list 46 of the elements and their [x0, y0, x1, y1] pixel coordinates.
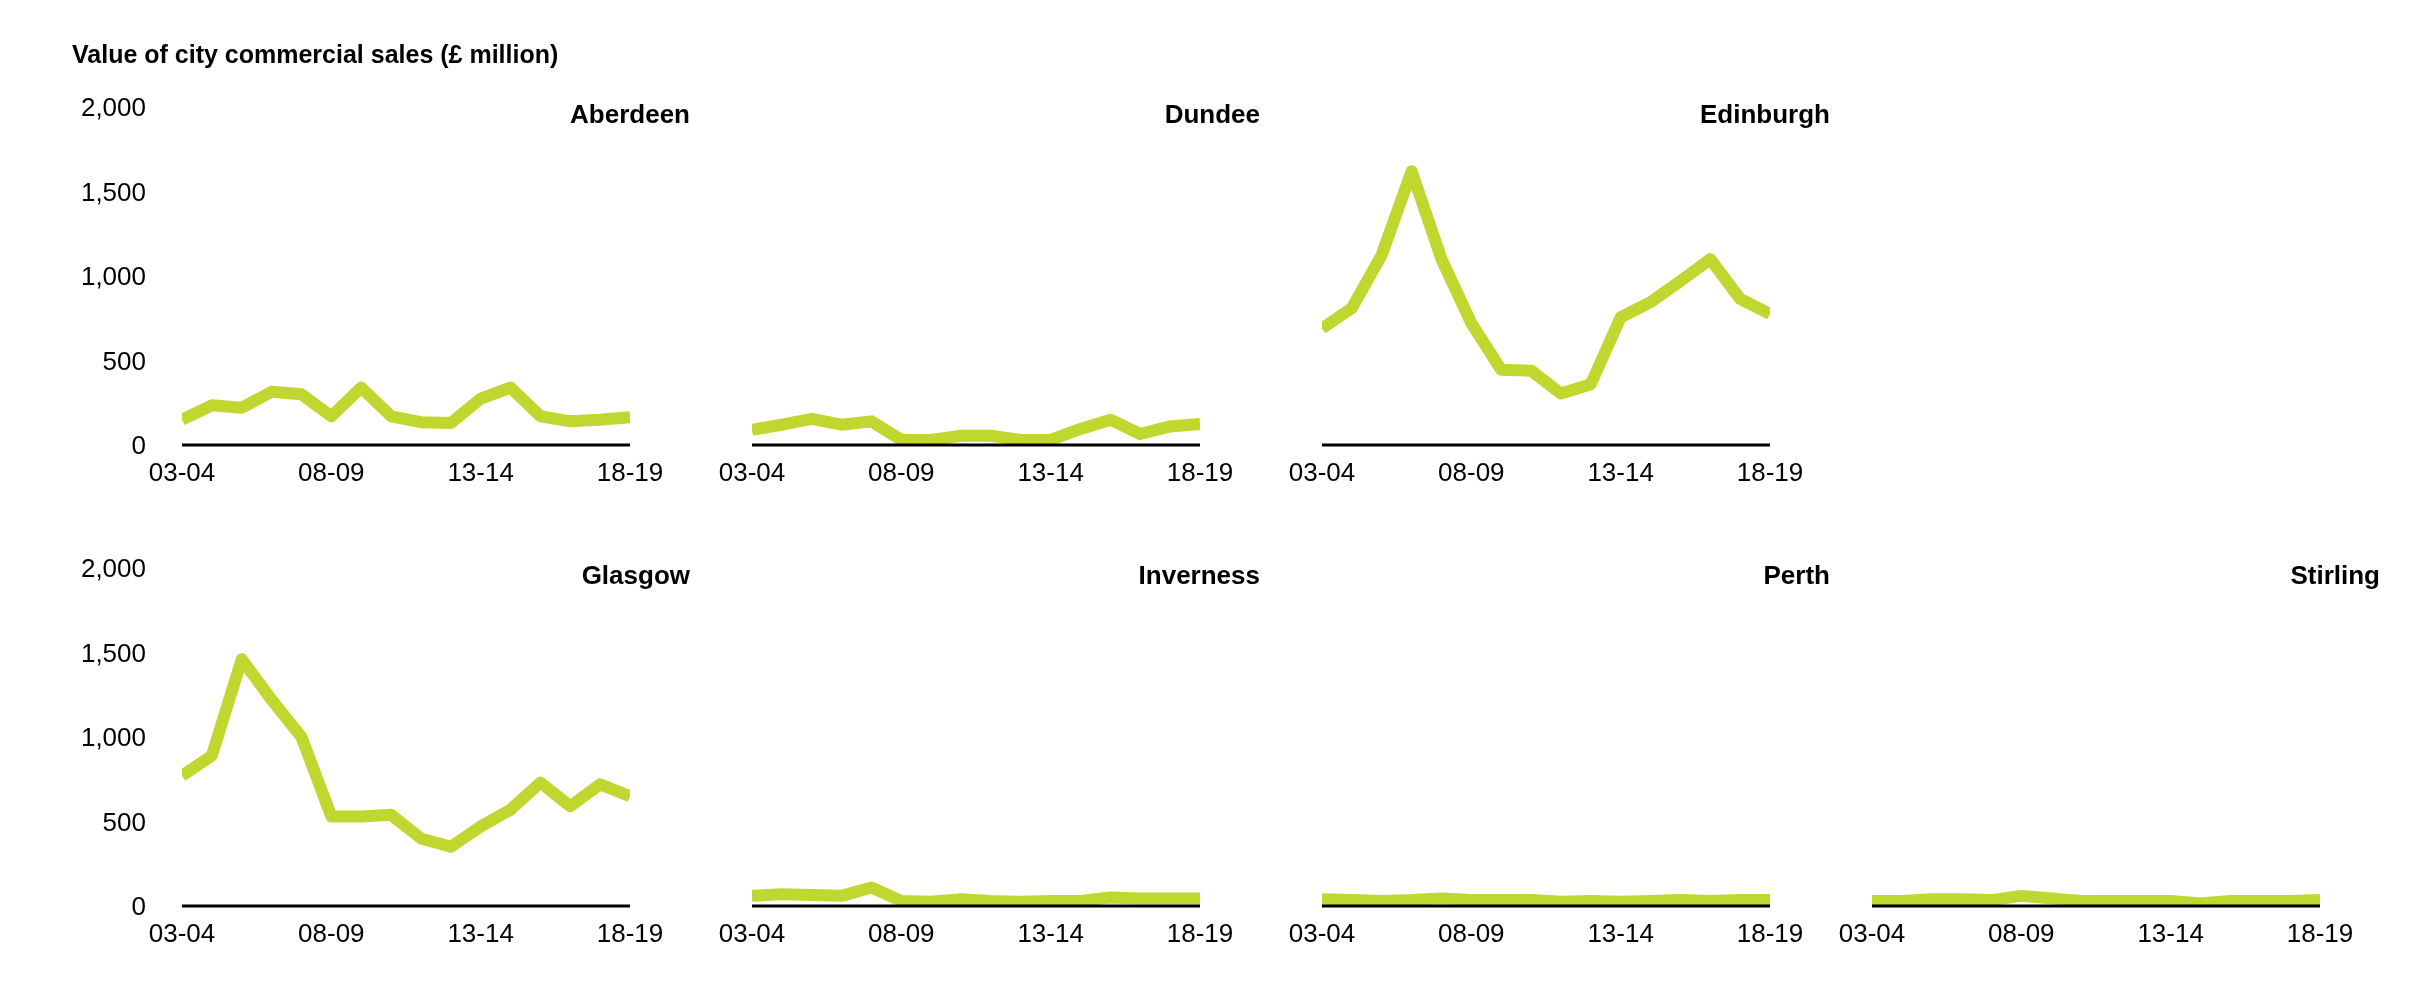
x-tick-label: 18-19 — [1736, 918, 1804, 949]
y-tick-label: 0 — [131, 891, 146, 922]
x-tick-label: 13-14 — [447, 918, 514, 949]
x-tick-label: 03-04 — [718, 918, 786, 949]
y-tick-label: 1,000 — [80, 722, 146, 753]
chart-title: Edinburgh — [1700, 99, 1830, 130]
x-tick-label: 08-09 — [298, 918, 365, 949]
x-tick-label: 08-09 — [1438, 457, 1505, 488]
x-tick-label: 03-04 — [718, 457, 786, 488]
y-tick-label: 2,000 — [80, 92, 146, 123]
y-tick-label: 0 — [131, 430, 146, 461]
x-tick-label: 03-04 — [148, 457, 216, 488]
chart-title: Stirling — [2290, 560, 2380, 591]
y-tick-label: 1,500 — [80, 176, 146, 207]
x-tick-label: 18-19 — [1166, 457, 1234, 488]
x-tick-label: 08-09 — [298, 457, 365, 488]
x-tick-label: 03-04 — [148, 918, 216, 949]
chart-title: Aberdeen — [570, 99, 690, 130]
chart-title: Glasgow — [581, 560, 690, 591]
x-tick-label: 08-09 — [1438, 918, 1505, 949]
x-tick-label: 18-19 — [1166, 918, 1234, 949]
x-tick-label: 18-19 — [596, 457, 664, 488]
x-tick-label: 13-14 — [1587, 457, 1654, 488]
chart-title: Dundee — [1164, 99, 1260, 130]
y-tick-label: 2,000 — [80, 553, 146, 584]
x-tick-label: 03-04 — [1288, 457, 1356, 488]
x-tick-label: 13-14 — [447, 457, 514, 488]
x-tick-label: 18-19 — [1736, 457, 1804, 488]
x-tick-label: 13-14 — [1017, 457, 1084, 488]
y-tick-label: 500 — [102, 806, 146, 837]
y-tick-label: 1,500 — [80, 637, 146, 668]
x-tick-label: 08-09 — [1988, 918, 2055, 949]
y-axis-title: Value of city commercial sales (£ million) — [72, 40, 559, 69]
x-tick-label: 03-04 — [1838, 918, 1906, 949]
chart-title: Inverness — [1138, 560, 1260, 591]
x-tick-label: 03-04 — [1288, 918, 1356, 949]
y-tick-label: 1,000 — [80, 261, 146, 292]
x-tick-label: 13-14 — [2137, 918, 2204, 949]
x-tick-label: 08-09 — [868, 918, 935, 949]
x-tick-label: 18-19 — [596, 918, 664, 949]
y-tick-label: 500 — [102, 345, 146, 376]
x-tick-label: 13-14 — [1017, 918, 1084, 949]
x-tick-label: 18-19 — [2286, 918, 2354, 949]
chart-title: Perth — [1763, 560, 1830, 591]
x-tick-label: 13-14 — [1587, 918, 1654, 949]
x-tick-label: 08-09 — [868, 457, 935, 488]
